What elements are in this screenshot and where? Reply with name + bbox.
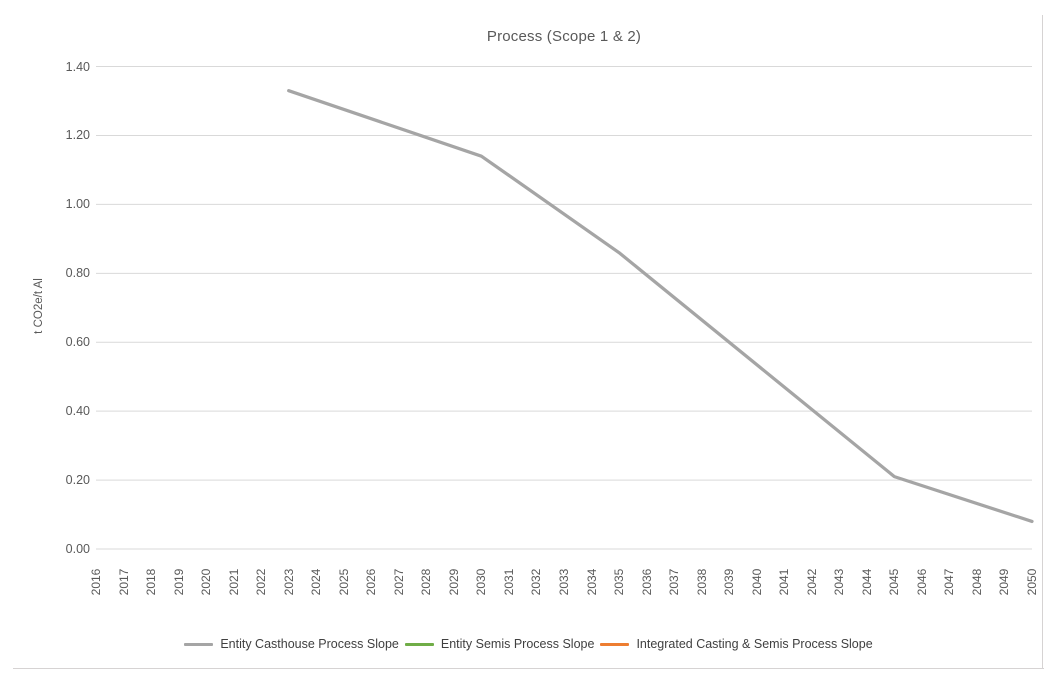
y-tick-label: 1.00 xyxy=(65,197,90,212)
chart-border-right xyxy=(1042,15,1043,668)
x-tick-label: 2045 xyxy=(887,568,902,596)
x-tick-label: 2030 xyxy=(474,568,489,596)
x-tick-label: 2029 xyxy=(446,568,461,596)
legend-label: Entity Casthouse Process Slope xyxy=(220,637,399,651)
legend-line-swatch xyxy=(404,642,434,646)
chart-border-bottom xyxy=(13,668,1044,669)
x-tick-label: 2039 xyxy=(722,568,737,596)
series-line xyxy=(287,89,1034,524)
x-tick-label: 2049 xyxy=(997,568,1012,596)
x-tick-label: 2047 xyxy=(942,568,957,596)
y-tick-label: 0.20 xyxy=(65,473,90,488)
x-tick-label: 2048 xyxy=(969,568,984,596)
x-tick-label: 2036 xyxy=(639,568,654,596)
x-tick-label: 2046 xyxy=(914,568,929,596)
legend-line-swatch xyxy=(600,642,630,646)
y-tick-label: 0.60 xyxy=(65,335,90,350)
x-tick-label: 2044 xyxy=(859,568,874,596)
x-tick-label: 2018 xyxy=(144,568,159,596)
x-tick-label: 2037 xyxy=(667,568,682,596)
chart-title: Process (Scope 1 & 2) xyxy=(486,28,642,45)
x-tick-label: 2020 xyxy=(199,568,214,596)
x-tick-label: 2035 xyxy=(612,568,627,596)
x-tick-label: 2038 xyxy=(694,568,709,596)
x-tick-label: 2024 xyxy=(309,568,324,596)
legend: Entity Casthouse Process Slope Entity Sem… xyxy=(0,637,1057,651)
y-tick-label: 0.40 xyxy=(65,404,90,419)
x-tick-label: 2019 xyxy=(171,568,186,596)
y-tick-label: 1.20 xyxy=(65,128,90,143)
x-tick-label: 2031 xyxy=(501,568,516,596)
x-tick-label: 2033 xyxy=(557,568,571,596)
x-tick-label: 2032 xyxy=(529,568,544,596)
legend-label: Integrated Casting & Semis Process Slope xyxy=(636,637,873,651)
legend-item: Entity Semis Process Slope xyxy=(404,637,595,651)
y-tick-label: 0.80 xyxy=(65,266,90,281)
x-tick-label: 2022 xyxy=(254,568,269,596)
x-tick-label: 2023 xyxy=(281,568,296,596)
x-tick-label: 2026 xyxy=(364,568,379,596)
legend-line-swatch xyxy=(184,642,214,646)
x-tick-label: 2016 xyxy=(89,568,103,596)
x-tick-label: 2050 xyxy=(1025,568,1039,596)
x-tick-label: 2028 xyxy=(419,568,434,596)
x-tick-label: 2042 xyxy=(804,568,819,596)
x-tick-label: 2040 xyxy=(749,568,764,596)
y-tick-label: 0.00 xyxy=(65,542,90,556)
x-tick-label: 2027 xyxy=(391,568,406,596)
x-tick-label: 2034 xyxy=(584,568,599,596)
x-tick-label: 2017 xyxy=(116,568,131,596)
x-tick-label: 2021 xyxy=(226,568,241,596)
legend-item: Integrated Casting & Semis Process Slope xyxy=(600,637,873,651)
legend-label: Entity Semis Process Slope xyxy=(440,637,595,651)
x-tick-label: 2043 xyxy=(832,568,847,596)
y-tick-label: 1.40 xyxy=(65,59,90,74)
legend-item: Entity Casthouse Process Slope xyxy=(184,637,399,651)
x-tick-label: 2025 xyxy=(336,568,351,596)
x-tick-label: 2041 xyxy=(777,568,792,596)
